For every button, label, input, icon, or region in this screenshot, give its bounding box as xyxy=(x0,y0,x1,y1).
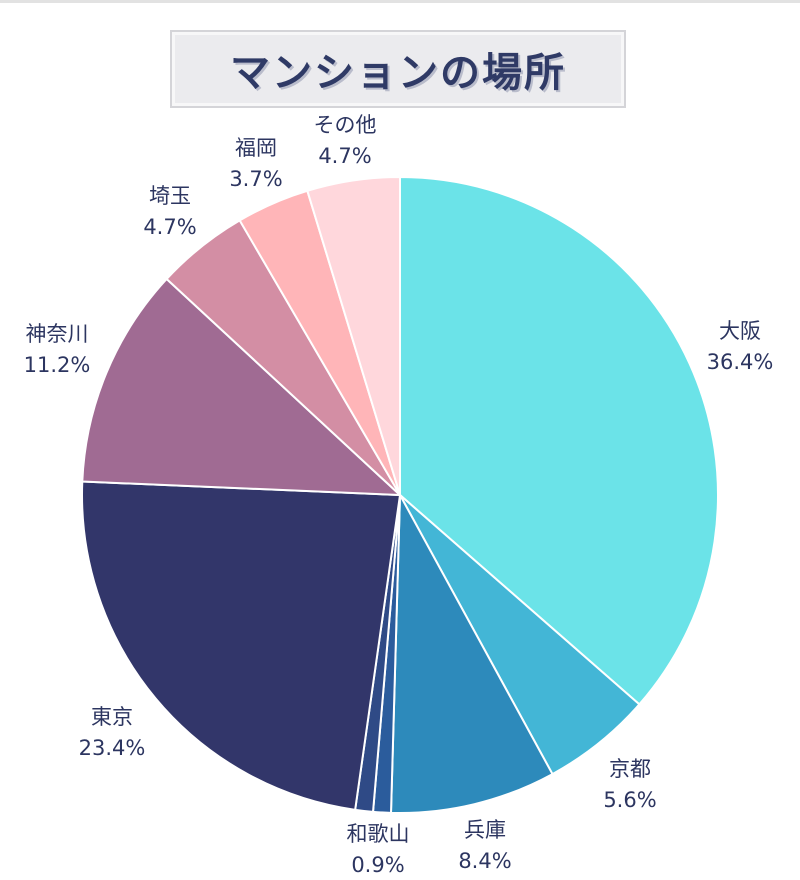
slice-label-兵庫: 兵庫 8.4% xyxy=(458,818,511,873)
slice-percent: 4.7% xyxy=(318,144,371,168)
slice-name: 東京 xyxy=(91,705,133,729)
slice-percent: 4.7% xyxy=(143,215,196,239)
slice-label-福岡: 福岡 3.7% xyxy=(229,136,282,191)
slice-label-その他: その他 4.7% xyxy=(314,113,377,168)
slice-percent: 23.4% xyxy=(79,736,146,760)
pie-slice-大阪 xyxy=(399,176,719,706)
slice-name: 京都 xyxy=(609,757,651,781)
slice-name: 和歌山 xyxy=(347,822,410,846)
pie-slice-神奈川 xyxy=(81,277,401,496)
chart-title: マンションの場所 xyxy=(230,50,566,96)
slice-name: 神奈川 xyxy=(26,322,89,346)
slice-label-神奈川: 神奈川 11.2% xyxy=(24,322,91,377)
slice-label-埼玉: 埼玉 4.7% xyxy=(143,184,196,239)
slice-percent: 5.6% xyxy=(603,788,656,812)
top-divider xyxy=(0,0,800,3)
slice-percent: 8.4% xyxy=(458,849,511,873)
slice-label-京都: 京都 5.6% xyxy=(603,757,656,812)
pie-slice-東京 xyxy=(81,480,401,811)
slice-percent: 0.9% xyxy=(351,853,404,877)
slice-percent: 3.7% xyxy=(229,167,282,191)
slice-label-東京: 東京 23.4% xyxy=(79,705,146,760)
pie-slice-兵庫 xyxy=(390,494,554,814)
slice-name: その他 xyxy=(314,113,377,137)
slice-name: 大阪 xyxy=(719,319,761,343)
slice-name: 福岡 xyxy=(235,136,277,160)
slice-percent: 36.4% xyxy=(707,350,774,374)
slice-name: 兵庫 xyxy=(464,818,506,842)
slice-percent: 11.2% xyxy=(24,353,91,377)
slice-name: 埼玉 xyxy=(149,184,191,208)
pie-slice-その他 xyxy=(306,176,401,496)
title-box: マンションの場所 xyxy=(172,32,624,106)
slice-label-和歌山: 和歌山 0.9% xyxy=(347,822,410,877)
slice-label-大阪: 大阪 36.4% xyxy=(707,319,774,374)
